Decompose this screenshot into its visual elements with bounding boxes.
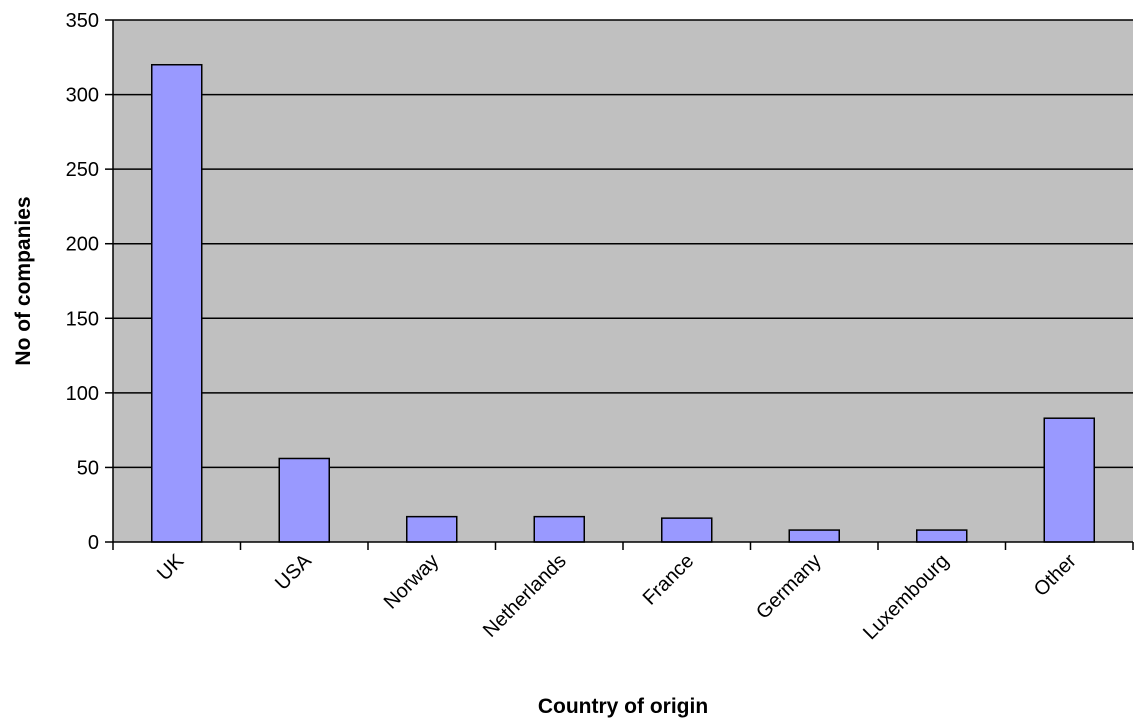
x-axis-title: Country of origin (538, 695, 708, 718)
y-axis-title: No of companies (12, 196, 35, 365)
bar-norway (406, 515, 458, 543)
bar-uk (151, 63, 203, 543)
x-tick-labels: UK USA Norway Netherlands France Germany Luxem… (153, 550, 1081, 645)
x-tick-label: Norway (380, 550, 443, 613)
y-tick-label: 350 (66, 10, 99, 32)
x-tick-label: Germany (752, 550, 826, 624)
x-tick-label: USA (271, 550, 316, 595)
gridlines (113, 19, 1133, 469)
x-tick-label: Other (1030, 550, 1081, 601)
y-tick-label: 150 (66, 308, 99, 330)
x-tick-label: UK (153, 550, 189, 586)
bar-france (661, 517, 713, 543)
bar-luxembourg (916, 529, 968, 543)
y-tick-label: 0 (88, 532, 99, 554)
y-tick-label: 50 (77, 457, 99, 479)
x-tick-label: Netherlands (479, 550, 571, 642)
y-tick-label: 200 (66, 234, 99, 256)
y-tick-label: 250 (66, 159, 99, 181)
y-tick-label: 300 (66, 85, 99, 107)
x-tick-label: France (639, 550, 699, 610)
y-tick-label: 100 (66, 383, 99, 405)
bar-netherlands (533, 515, 585, 543)
plot-area (113, 20, 1133, 542)
x-tick-label: Luxembourg (859, 550, 953, 644)
y-tick-labels: 0 50 100 150 200 250 300 350 (66, 10, 99, 554)
bar-germany (788, 529, 840, 543)
axes (105, 19, 1134, 550)
bar-other (1043, 417, 1095, 543)
bar-usa (278, 457, 330, 543)
